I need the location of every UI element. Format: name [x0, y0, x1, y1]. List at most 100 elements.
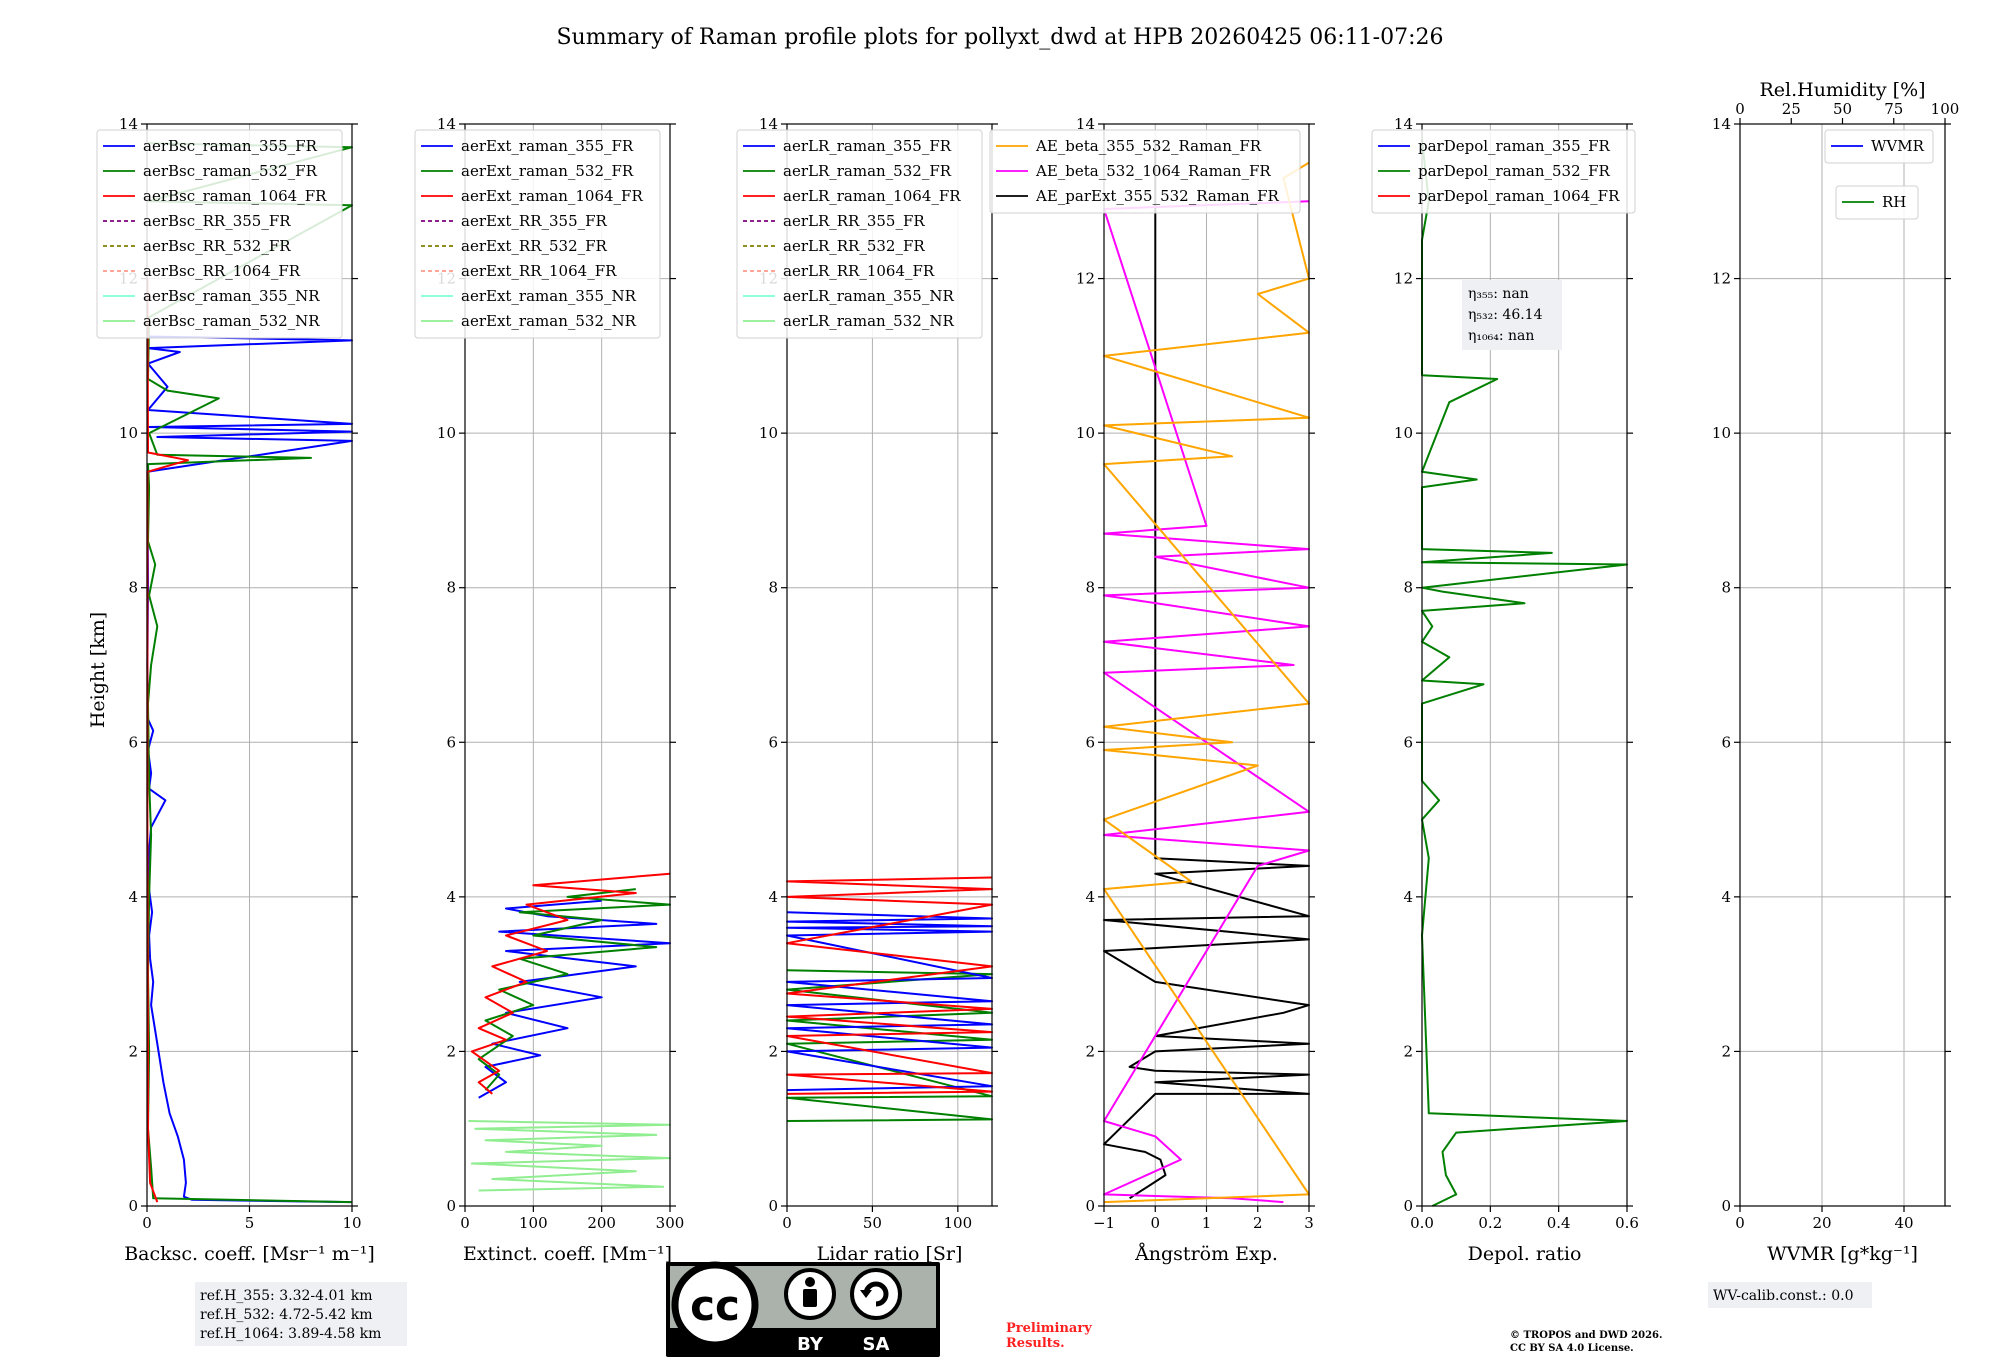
x-tick-label: 200	[587, 1214, 616, 1232]
x-tick-label: 100	[519, 1214, 548, 1232]
y-tick-label: 4	[1403, 888, 1413, 906]
y-tick-label: 14	[1394, 115, 1413, 133]
x-axis-label: Depol. ratio	[1468, 1243, 1582, 1265]
legend-label: aerExt_RR_355_FR	[461, 212, 608, 230]
eta-value: nan	[1508, 328, 1534, 344]
eta-box	[1462, 280, 1562, 350]
panel-2: 010020030002468101214Extinct. coeff. [Mm…	[414, 115, 684, 1265]
y-tick-label: 4	[1085, 888, 1095, 906]
panel-3: 05010002468101214Lidar ratio [Sr]aerLR_r…	[736, 115, 998, 1265]
series-group	[1421, 139, 1628, 1207]
top-x-tick-label: 0	[1735, 100, 1745, 118]
y-tick-label: 4	[446, 888, 456, 906]
legend-label: aerBsc_raman_1064_FR	[143, 187, 327, 205]
legend-label: aerLR_raman_1064_FR	[783, 187, 961, 205]
legend-label: WVMR	[1871, 137, 1925, 155]
y-tick-label: 10	[1394, 424, 1413, 442]
panels: 051002468101214Backsc. coeff. [Msr⁻¹ m⁻¹…	[96, 79, 1959, 1265]
copyright-line2: CC BY SA 4.0 License.	[1510, 1343, 1634, 1354]
y-tick-label: 10	[1076, 424, 1095, 442]
reference-height-box: ref.H_355: 3.32-4.01 km ref.H_532: 4.72-…	[195, 1282, 407, 1346]
x-tick-label: 0	[142, 1214, 152, 1232]
attribution-icon	[784, 1268, 836, 1320]
y-tick-label: 10	[119, 424, 138, 442]
cc-by-sa-badge[interactable]: cc BY SA	[666, 1261, 940, 1357]
legend: aerLR_raman_355_FR aerLR_raman_532_FR aerL…	[736, 129, 983, 339]
legend-label: AE_parExt_355_532_Raman_FR	[1035, 187, 1280, 205]
legend-label: aerExt_raman_355_NR	[461, 287, 637, 305]
figure-title: Summary of Raman profile plots for polly…	[556, 25, 1443, 50]
legend-box	[989, 129, 1301, 214]
legend-label: aerBsc_raman_532_NR	[143, 312, 320, 330]
y-tick-label: 8	[768, 579, 778, 597]
wv-calib-text: WV-calib.const.: 0.0	[1713, 1288, 1853, 1304]
y-tick-label: 0	[446, 1197, 456, 1215]
legend-label: aerBsc_RR_532_FR	[143, 237, 291, 255]
panel-6: 0 20 40 0 2 4 6 8 10 12 14 WVMR [g*kg⁻¹] 0 25 50 75 100 R…	[1712, 79, 1959, 1265]
y-tick-label: 14	[119, 115, 138, 133]
x-tick-label: 0.4	[1547, 1214, 1571, 1232]
legend-label: aerBsc_raman_532_FR	[143, 162, 318, 180]
x-tick-label: 40	[1894, 1214, 1913, 1232]
x-tick-label: 5	[245, 1214, 255, 1232]
x-axis-label: Ångström Exp.	[1134, 1243, 1278, 1265]
x-tick-label: 0	[460, 1214, 470, 1232]
legend-box	[1835, 185, 1919, 220]
legend-box	[414, 129, 661, 339]
legend-box	[96, 129, 343, 339]
preliminary-line2: Results.	[1006, 1336, 1065, 1351]
y-tick-label: 14	[1712, 115, 1731, 133]
eta-row: η₅₃₂: 46.14	[1468, 307, 1543, 323]
legend-label: AE_beta_532_1064_Raman_FR	[1035, 162, 1271, 180]
legend-label: aerBsc_raman_355_NR	[143, 287, 320, 305]
y-tick-label: 6	[446, 733, 456, 751]
x-tick-label: 10	[342, 1214, 361, 1232]
y-tick-label: 12	[1394, 270, 1413, 288]
y-tick-label: 4	[768, 888, 778, 906]
y-tick-label: 10	[759, 424, 778, 442]
x-axis-label: Lidar ratio [Sr]	[817, 1243, 963, 1265]
y-tick-label: 10	[1712, 424, 1731, 442]
y-tick-label: 8	[1721, 579, 1731, 597]
x-tick-label: 0	[1735, 1214, 1745, 1232]
y-tick-label: 6	[768, 733, 778, 751]
y-tick-label: 14	[1076, 115, 1095, 133]
y-tick-label: 2	[1721, 1042, 1731, 1060]
legend-label: aerLR_raman_355_FR	[783, 137, 952, 155]
y-tick-label: 12	[1712, 270, 1731, 288]
series-line-AE_beta_532_1064_Raman_FR	[1103, 200, 1310, 1204]
y-tick-label: 10	[437, 424, 456, 442]
eta-label: η₅₃₂:	[1468, 307, 1502, 323]
legend-box	[1371, 129, 1636, 214]
eta-row: η₃₅₅: nan	[1468, 286, 1529, 302]
legend-box	[1824, 129, 1934, 164]
x-axis-label: Extinct. coeff. [Mm⁻¹]	[463, 1243, 672, 1265]
preliminary-line1: Preliminary	[1006, 1321, 1092, 1336]
series-line-aerExt_raman_532_FR	[477, 888, 671, 1091]
y-tick-label: 4	[1721, 888, 1731, 906]
y-tick-label: 2	[446, 1042, 456, 1060]
legend-label: aerLR_RR_1064_FR	[783, 262, 935, 280]
top-x-tick-label: 50	[1833, 100, 1852, 118]
legend: AE_beta_355_532_Raman_FR AE_beta_532_1064…	[989, 129, 1301, 214]
y-tick-label: 2	[768, 1042, 778, 1060]
y-tick-label: 6	[128, 733, 138, 751]
y-tick-label: 12	[1076, 270, 1095, 288]
share-alike-icon	[850, 1268, 902, 1320]
legend-label: RH	[1882, 193, 1906, 211]
legend-label: aerLR_raman_355_NR	[783, 287, 954, 305]
x-tick-label: 50	[863, 1214, 882, 1232]
legend-label: parDepol_raman_355_FR	[1418, 137, 1611, 155]
y-tick-label: 8	[446, 579, 456, 597]
legend-label: aerLR_RR_355_FR	[783, 212, 925, 230]
legend-rh: RH	[1835, 185, 1919, 220]
y-tick-label: 0	[768, 1197, 778, 1215]
by-label: BY	[797, 1334, 824, 1355]
legend-label: aerBsc_raman_355_FR	[143, 137, 318, 155]
x-tick-label: 0	[782, 1214, 792, 1232]
y-tick-label: 0	[1403, 1197, 1413, 1215]
y-tick-label: 6	[1085, 733, 1095, 751]
x-tick-label: 1	[1202, 1214, 1212, 1232]
